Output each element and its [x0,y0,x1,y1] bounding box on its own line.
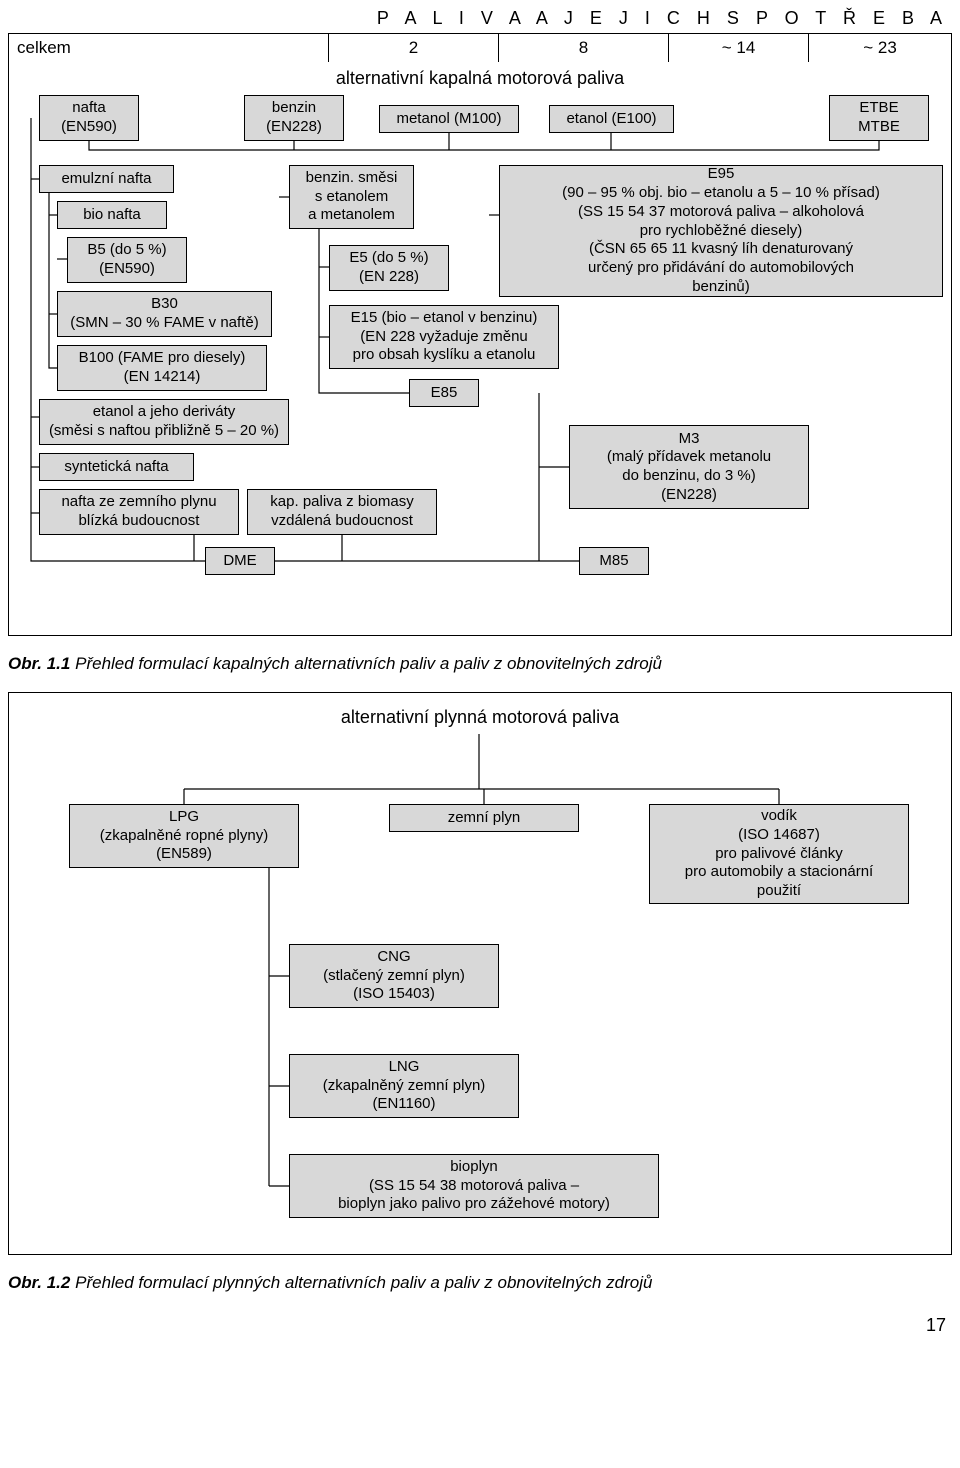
page-number: 17 [0,1311,960,1346]
node-etanol: etanol (E100) [549,105,674,133]
node-b5: B5 (do 5 %)(EN590) [67,237,187,283]
fig1-cell-14: ~ 14 [669,34,809,62]
caption-1-label: Obr. 1.1 [8,654,70,673]
fig1-banner: alternativní kapalná motorová paliva [9,62,951,95]
node-b30: B30(SMN – 30 % FAME v naftě) [57,291,272,337]
fig1-body: nafta(EN590) benzin(EN228) metanol (M100) e… [9,95,953,635]
node-etbe: ETBEMTBE [829,95,929,141]
figure-2-frame: alternativní plynná motorová paliva LPG(… [8,692,952,1255]
node-lpg: LPG(zkapalněné ropné plyny)(EN589) [69,804,299,868]
node-metanol: metanol (M100) [379,105,519,133]
node-emulz: emulzní nafta [39,165,174,193]
node-cng: CNG(stlačený zemní plyn)(ISO 15403) [289,944,499,1008]
figure-1-frame: celkem 2 8 ~ 14 ~ 23 alternativní kapaln… [8,33,952,636]
node-biop: bioplyn(SS 15 54 38 motorová paliva –bio… [289,1154,659,1218]
fig2-body: LPG(zkapalněné ropné plyny)(EN589) zemní … [9,734,953,1254]
node-zemni: nafta ze zemního plynublízká budoucnost [39,489,239,535]
caption-2: Obr. 1.2 Přehled formulací plynných alte… [0,1267,960,1311]
caption-2-label: Obr. 1.2 [8,1273,70,1292]
node-zp: zemní plyn [389,804,579,832]
page-header: P A L I V A A J E J I C H S P O T Ř E B … [0,0,960,33]
node-vodik: vodík(ISO 14687)pro palivové článkypro a… [649,804,909,904]
fig1-cell-23: ~ 23 [809,34,951,62]
fig1-cell-celkem: celkem [9,34,329,62]
caption-1: Obr. 1.1 Přehled formulací kapalných alt… [0,648,960,692]
node-e85: E85 [409,379,479,407]
node-lng: LNG(zkapalněný zemní plyn)(EN1160) [289,1054,519,1118]
fig1-cell-8: 8 [499,34,669,62]
fig1-top-row: celkem 2 8 ~ 14 ~ 23 [9,34,951,62]
node-m85: M85 [579,547,649,575]
node-m3: M3(malý přídavek metanoludo benzinu, do … [569,425,809,509]
node-kapbio: kap. paliva z biomasyvzdálená budoucnost [247,489,437,535]
node-b100: B100 (FAME pro diesely)(EN 14214) [57,345,267,391]
caption-2-text: Přehled formulací plynných alternativníc… [75,1273,652,1292]
node-nafta: nafta(EN590) [39,95,139,141]
node-etderiv: etanol a jeho deriváty(směsi s naftou př… [39,399,289,445]
node-benzin: benzin(EN228) [244,95,344,141]
node-e95: E95(90 – 95 % obj. bio – etanolu a 5 – 1… [499,165,943,297]
node-dme: DME [205,547,275,575]
node-synt: syntetická nafta [39,453,194,481]
node-e15: E15 (bio – etanol v benzinu)(EN 228 vyža… [329,305,559,369]
caption-1-text: Přehled formulací kapalných alternativní… [75,654,662,673]
node-smesi: benzin. směsis etanolema metanolem [289,165,414,229]
node-bionaf: bio nafta [57,201,167,229]
fig1-cell-2: 2 [329,34,499,62]
node-e5: E5 (do 5 %)(EN 228) [329,245,449,291]
fig2-banner: alternativní plynná motorová paliva [9,693,951,734]
